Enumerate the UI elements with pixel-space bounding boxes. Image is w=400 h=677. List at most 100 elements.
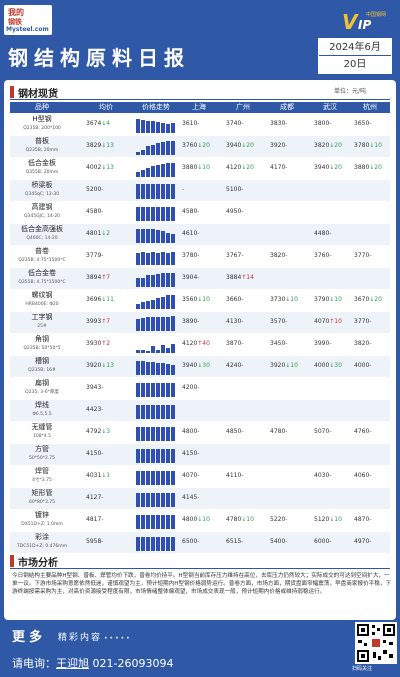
- price-wuhan-change: ↓10: [329, 516, 342, 523]
- price-chengdu: 5220-: [270, 515, 287, 524]
- trend-bar: [171, 365, 175, 375]
- price-trend-chart: [136, 138, 176, 155]
- trend-bar: [136, 405, 140, 419]
- price-hangzhou-change: -: [369, 516, 372, 523]
- price-trend-chart: [136, 468, 176, 485]
- table-row: 焊管 4寸*3.75 4031↓1 4070- 4110- 4030- 4060-: [10, 466, 390, 487]
- price-guangzhou-value: 4240: [226, 362, 242, 369]
- product-spec: 25#: [37, 324, 47, 329]
- price-hangzhou-value: 4870: [354, 516, 370, 523]
- price-shanghai: 4610-: [182, 229, 199, 238]
- trend-bar: [166, 273, 170, 287]
- trend-bar: [166, 233, 170, 243]
- price-shanghai-change: -: [197, 494, 200, 501]
- price-shanghai-value: 4800: [182, 516, 198, 523]
- trend-bar: [141, 449, 145, 463]
- product-spec: Q355B; 4.75*1500*C: [18, 280, 66, 285]
- product-name: 螺纹钢: [31, 291, 53, 299]
- average-price: 3993↑7: [86, 317, 110, 326]
- product-name: 普卷: [35, 247, 49, 255]
- price-shanghai: 3890-: [182, 317, 199, 326]
- price-chengdu-change: -: [285, 318, 288, 325]
- product-name: 高建钢: [31, 203, 53, 211]
- trend-bar: [156, 405, 160, 419]
- trend-bar: [141, 471, 145, 485]
- average-price-change: ↑7: [101, 318, 111, 325]
- price-hangzhou-value: 3650: [354, 120, 370, 127]
- price-wuhan-change: -: [329, 472, 332, 479]
- contact-name[interactable]: 王迎旭: [56, 657, 89, 670]
- price-shanghai: 4120↑40: [182, 339, 210, 348]
- price-chengdu: 3450-: [270, 339, 287, 348]
- price-wuhan: 4000↓30: [314, 361, 342, 370]
- qr-code[interactable]: [355, 622, 397, 664]
- trend-bar: [151, 449, 155, 463]
- price-guangzhou: 3884↑14: [226, 273, 254, 282]
- price-hangzhou: 3670↓20: [354, 295, 382, 304]
- product-name: 方管: [35, 445, 49, 453]
- average-price-value: 4002: [86, 164, 102, 171]
- trend-bar: [156, 143, 160, 155]
- price-shanghai: 3904-: [182, 273, 199, 282]
- trend-bar: [171, 234, 175, 243]
- average-price: 3930↑2: [86, 339, 110, 348]
- trend-bar: [136, 350, 140, 353]
- phone-number[interactable]: 021-26093094: [92, 657, 174, 670]
- price-trend-chart: [136, 204, 176, 221]
- average-price-change: -: [101, 450, 104, 457]
- price-wuhan: 3800-: [314, 119, 331, 128]
- average-price-change: -: [101, 494, 104, 501]
- price-trend-chart: [136, 116, 176, 133]
- product-spec: Q235; 3-6*厚度: [25, 390, 59, 395]
- trend-bar: [171, 449, 175, 463]
- trend-bar: [156, 230, 160, 243]
- trend-bar: [136, 471, 140, 485]
- price-wuhan-change: -: [329, 428, 332, 435]
- mysteel-logo[interactable]: 我的 钢铁 Mysteel.com: [4, 5, 52, 35]
- trend-bar: [151, 145, 155, 155]
- price-shanghai: 4070-: [182, 471, 199, 480]
- trend-bar: [166, 383, 170, 397]
- trend-bar: [151, 515, 155, 529]
- table-row: 螺纹钢 HRB400E; Φ20 3696↓11 3560↓10 3660- 3730↓1…: [10, 290, 390, 311]
- trend-bar: [146, 405, 150, 419]
- price-guangzhou: 4130-: [226, 317, 243, 326]
- trend-bar: [136, 229, 140, 243]
- price-shanghai-value: 4150: [182, 450, 198, 457]
- trend-bar: [146, 427, 150, 441]
- trend-bar: [171, 515, 175, 529]
- price-wuhan-value: 5120: [314, 516, 330, 523]
- price-wuhan-change: -: [329, 538, 332, 545]
- table-row: 矩形管 60*80*3.75 4127- 4145-: [10, 488, 390, 509]
- product-name: 低合金卷: [28, 269, 56, 277]
- trend-bar: [166, 184, 170, 199]
- price-guangzhou-value: 4120: [226, 164, 242, 171]
- trend-bar: [156, 471, 160, 485]
- average-price: 4792↓3: [86, 427, 110, 436]
- price-shanghai-change: -: [197, 428, 200, 435]
- trend-bar: [141, 120, 145, 133]
- price-guangzhou-change: -: [241, 208, 244, 215]
- price-shanghai-value: 3610: [182, 120, 198, 127]
- average-price-value: 3894: [86, 274, 102, 281]
- product-name: 焊管: [35, 467, 49, 475]
- price-chengdu: 3570-: [270, 317, 287, 326]
- trend-bar: [151, 383, 155, 397]
- section-marker: [10, 555, 14, 567]
- price-shanghai-value: 3780: [182, 252, 198, 259]
- price-chengdu: 3730↓10: [270, 295, 298, 304]
- col-header: 武汉: [323, 103, 337, 111]
- price-chengdu-value: 3450: [270, 340, 286, 347]
- trend-bar: [141, 350, 145, 353]
- trend-bar: [136, 515, 140, 529]
- price-guangzhou-value: 3660: [226, 296, 242, 303]
- product-name: 工字钢: [31, 313, 53, 321]
- price-hangzhou: 4970-: [354, 537, 371, 546]
- price-shanghai-value: 3940: [182, 362, 198, 369]
- trend-bar: [166, 207, 170, 221]
- price-chengdu: 5400-: [270, 537, 287, 546]
- trend-bar: [171, 184, 175, 199]
- trend-bar: [151, 207, 155, 221]
- section-header-steel-spot: 钢材现货: [10, 85, 58, 100]
- price-wuhan-change: ↓20: [329, 164, 342, 171]
